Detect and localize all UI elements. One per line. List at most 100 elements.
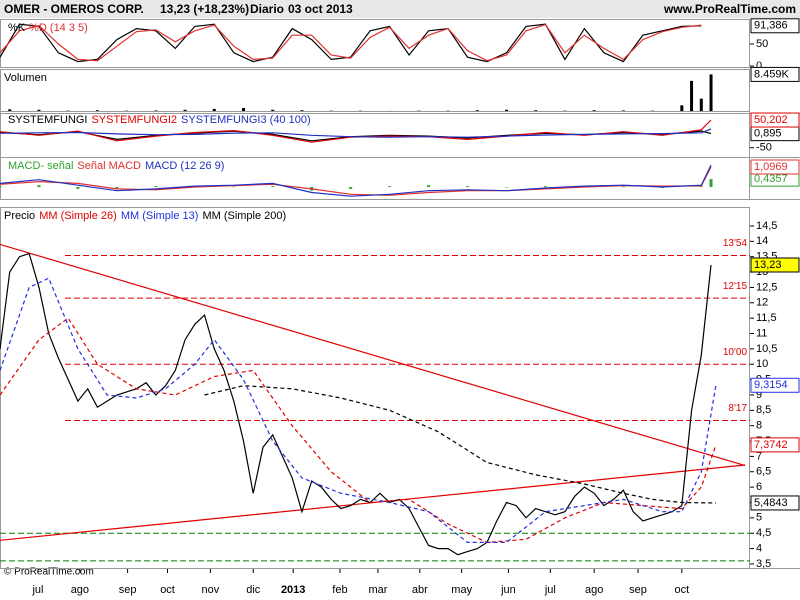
y-tick-label: -50 — [756, 142, 772, 154]
legend-entry: MM (Simple 200) — [202, 210, 286, 222]
y-tick-label: 0 — [756, 60, 762, 72]
x-tick-label: jul — [31, 584, 43, 596]
x-tick-label: abr — [412, 584, 428, 596]
x-tick-label: nov — [202, 584, 220, 596]
series-line — [0, 164, 712, 197]
bar — [76, 187, 80, 189]
bar — [271, 109, 275, 112]
value-box — [750, 159, 800, 175]
bar — [543, 186, 547, 188]
x-tick-label: oct — [674, 584, 689, 596]
footer: © ProRealTime.com — [4, 567, 94, 578]
x-tick-label: ago — [585, 584, 603, 596]
period: Diario — [250, 2, 284, 16]
y-tick-label: 5 — [756, 512, 762, 524]
series-line — [0, 252, 712, 556]
series-line — [0, 128, 712, 138]
bar — [349, 187, 353, 189]
value-label: 5,4843 — [754, 497, 788, 509]
trendline — [0, 243, 746, 467]
x-tick-label: feb — [332, 584, 347, 596]
legend-entry: SYSTEMFUNGI2 — [91, 114, 177, 126]
y-tick-label: 8 — [756, 420, 762, 432]
bar — [271, 186, 275, 188]
legend-entry: MACD (12 26 9) — [145, 160, 224, 172]
y-tick-label: 10,5 — [756, 343, 777, 355]
value-label: 1,0969 — [754, 161, 788, 173]
header-bar — [0, 0, 800, 18]
y-tick-label: 4,5 — [756, 527, 771, 539]
panel-frame — [0, 69, 750, 114]
bar — [154, 186, 158, 188]
bar — [242, 108, 246, 112]
bar — [466, 186, 470, 188]
change: 13,23 (+18,23%) — [160, 2, 249, 16]
legend-entry: MM (Simple 26) — [39, 210, 117, 222]
bar — [690, 80, 694, 112]
bar — [115, 187, 119, 189]
y-tick-label: 11 — [756, 327, 767, 339]
series-line — [0, 23, 702, 62]
value-box — [750, 257, 800, 273]
site: www.ProRealTime.com — [663, 2, 796, 16]
value-box — [750, 18, 800, 34]
legend-entry: MM (Simple 13) — [121, 210, 199, 222]
value-label: 0,895 — [754, 128, 782, 140]
y-tick-label: 50 — [756, 38, 768, 50]
y-tick-label: 6 — [756, 481, 762, 493]
bar — [699, 186, 703, 188]
value-label: 91,386 — [754, 20, 788, 32]
panel-frame — [0, 207, 750, 569]
legend: %K %D (14 3 5) — [8, 22, 88, 34]
value-label: 50,202 — [754, 114, 788, 126]
x-tick-label: ago — [71, 584, 89, 596]
bar — [680, 105, 684, 112]
x-tick-label: jun — [500, 584, 516, 596]
series-line — [0, 277, 717, 543]
y-tick-label: 6,5 — [756, 466, 771, 478]
y-tick-label: 3,5 — [756, 558, 771, 570]
legend: Volumen — [4, 72, 47, 84]
y-tick-label: 12 — [756, 297, 768, 309]
value-label: 8.459K — [754, 68, 790, 80]
x-tick-label: mar — [368, 584, 387, 596]
value-label: 9,3154 — [754, 379, 788, 391]
y-tick-label: 14 — [756, 235, 768, 247]
value-label: 0,4357 — [754, 173, 788, 185]
y-tick-label: 7 — [756, 450, 762, 462]
x-tick-label: oct — [160, 584, 175, 596]
legend-entry: Señal MACD — [77, 160, 141, 172]
y-tick-label: 9 — [756, 389, 762, 401]
series-line — [204, 385, 716, 504]
value-box — [750, 112, 800, 128]
y-tick-label: 12,5 — [756, 281, 777, 293]
bar — [427, 185, 431, 188]
bar — [709, 74, 713, 112]
legend-entry: SYSTEMFUNGI3 (40 100) — [181, 114, 311, 126]
value-box — [750, 437, 800, 453]
bar — [0, 186, 2, 188]
x-tick-label: sep — [629, 584, 647, 596]
bar — [388, 186, 392, 188]
level-label: 10'00 — [723, 347, 748, 358]
date: 03 oct 2013 — [288, 2, 353, 16]
series-line — [0, 130, 712, 142]
legend-title: Precio — [4, 210, 35, 222]
level-label: 8'17 — [728, 403, 747, 414]
y-tick-label: 10 — [756, 358, 768, 370]
legend: Precio MM (Simple 26) MM (Simple 13) MM (Si… — [4, 210, 286, 222]
x-tick-label: 2013 — [281, 584, 305, 596]
value-label: 7,3742 — [754, 439, 788, 451]
value-box — [750, 66, 800, 82]
bar — [37, 185, 41, 188]
level-label: 13'54 — [723, 238, 748, 249]
legend: MACD- señal Señal MACD MACD (12 26 9) — [8, 160, 224, 172]
y-tick-label: 4 — [756, 542, 762, 554]
bar — [212, 108, 216, 112]
bar — [8, 109, 12, 112]
y-tick-label: 11,5 — [756, 312, 777, 324]
legend-entry: %K — [8, 22, 26, 34]
series-line — [0, 317, 717, 544]
bar — [699, 98, 703, 112]
